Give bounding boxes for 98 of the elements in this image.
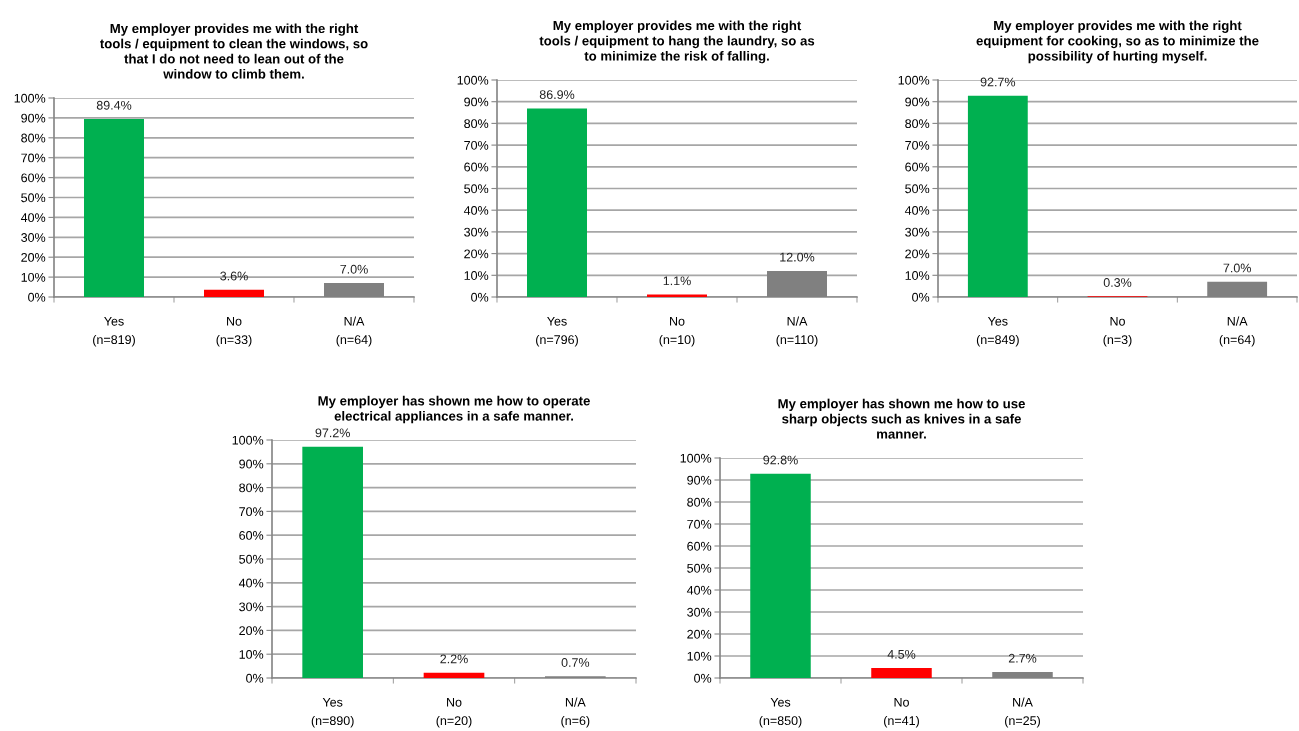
chart-title: My employer provides me with the right tools / equipment to hang the laundry, so as to minimize the risk of falling. <box>539 20 815 64</box>
y-tick-label: 30% <box>464 227 489 237</box>
y-tick-label: 50% <box>21 193 46 203</box>
y-tick-label: 90% <box>905 97 930 107</box>
y-tick-label: 20% <box>464 249 489 259</box>
chart-title: My employer provides me with the right equipment for cooking, so as to minimize the possibility of hurting myself. <box>976 20 1259 64</box>
y-tick-label: 90% <box>21 113 46 123</box>
data-label: 89.4% <box>96 100 132 110</box>
y-tick-label: 10% <box>239 650 264 659</box>
y-tick-label: 40% <box>20 213 46 223</box>
bar <box>84 119 144 297</box>
y-tick-label: 70% <box>239 507 264 517</box>
y-tick-label: 20% <box>687 629 712 639</box>
data-label: 86.9% <box>539 90 575 100</box>
y-tick-label: 40% <box>463 206 489 215</box>
y-tick-label: 50% <box>905 184 930 194</box>
y-tick-label: 100% <box>14 93 46 103</box>
y-tick-label: 70% <box>21 153 46 163</box>
y-tick-label: 70% <box>905 140 930 150</box>
data-label: 1.1% <box>663 276 691 286</box>
data-label: 3.6% <box>220 271 248 281</box>
y-tick-label: 0% <box>28 292 46 302</box>
y-tick-label: 60% <box>21 173 46 183</box>
y-tick-label: 30% <box>21 233 46 242</box>
y-tick-label: 100% <box>457 75 489 85</box>
data-label: 92.8% <box>763 455 798 465</box>
bar <box>967 95 1028 297</box>
data-label: 7.0% <box>340 264 368 274</box>
x-tick-label: N/A (n=25) <box>1005 697 1040 728</box>
data-label: 0.3% <box>1103 278 1132 287</box>
y-tick-label: 40% <box>238 578 264 588</box>
y-tick-label: 70% <box>687 519 712 529</box>
y-tick-label: 80% <box>21 133 46 143</box>
bar <box>871 668 932 678</box>
y-tick-label: 0% <box>694 673 712 683</box>
x-tick-label: Yes (n=819) <box>93 316 135 347</box>
x-tick-label: No (n=10) <box>659 316 695 347</box>
x-tick-label: Yes (n=890) <box>311 697 354 728</box>
y-tick-label: 80% <box>239 483 264 493</box>
y-tick-label: 0% <box>912 292 930 302</box>
chart-title: My employer provides me with the right tools / equipment to clean the windows, so that I do not need to lean out of the window to climb them. <box>100 23 368 79</box>
data-label: 97.2% <box>315 428 350 438</box>
y-tick-label: 60% <box>464 162 489 172</box>
y-tick-label: 80% <box>905 119 930 129</box>
bar <box>302 446 363 678</box>
data-label: 92.7% <box>980 77 1016 87</box>
data-label: 12.0% <box>780 252 815 262</box>
y-tick-label: 20% <box>905 249 930 259</box>
y-tick-label: 60% <box>905 162 930 172</box>
x-tick-label: Yes (n=849) <box>976 316 1019 347</box>
y-tick-label: 50% <box>464 184 489 194</box>
y-tick-label: 40% <box>904 206 930 215</box>
bar <box>204 289 264 297</box>
y-tick-label: 80% <box>687 497 712 507</box>
y-tick-label: 10% <box>21 272 46 282</box>
y-tick-label: 40% <box>686 585 712 595</box>
y-tick-label: 10% <box>687 651 712 661</box>
x-tick-label: Yes (n=850) <box>759 697 802 728</box>
x-tick-label: N/A (n=64) <box>336 316 372 347</box>
data-label: 4.5% <box>887 649 916 659</box>
y-tick-label: 10% <box>464 271 489 280</box>
x-tick-label: No (n=41) <box>884 697 919 728</box>
data-label: 2.7% <box>1008 653 1037 663</box>
y-tick-label: 100% <box>680 453 712 463</box>
y-tick-label: 0% <box>246 673 264 683</box>
y-tick-label: 50% <box>687 563 712 573</box>
y-tick-label: 60% <box>687 541 712 551</box>
y-tick-label: 0% <box>471 292 489 302</box>
x-tick-label: No (n=20) <box>436 697 472 728</box>
y-tick-label: 20% <box>21 253 46 262</box>
data-label: 7.0% <box>1223 263 1251 273</box>
y-tick-label: 100% <box>898 75 930 85</box>
y-tick-label: 60% <box>239 531 264 540</box>
y-tick-label: 20% <box>239 626 264 636</box>
y-tick-label: 30% <box>687 607 712 617</box>
y-tick-label: 80% <box>464 119 489 129</box>
y-tick-label: 70% <box>464 140 489 150</box>
y-tick-label: 50% <box>239 554 264 564</box>
y-tick-label: 90% <box>239 459 264 469</box>
y-tick-label: 90% <box>464 97 489 107</box>
chart-title: My employer has shown me how to operate electrical appliances in a safe manner. <box>318 395 590 424</box>
y-tick-label: 10% <box>905 271 930 280</box>
bar <box>750 473 811 678</box>
data-label: 0.7% <box>561 658 590 667</box>
x-tick-label: N/A (n=64) <box>1219 316 1255 347</box>
y-tick-label: 90% <box>687 475 712 485</box>
x-tick-label: N/A (n=6) <box>561 697 590 728</box>
y-tick-label: 30% <box>905 227 930 237</box>
x-tick-label: Yes (n=796) <box>536 316 578 347</box>
bar <box>423 672 485 678</box>
x-tick-label: No (n=33) <box>216 316 252 347</box>
y-tick-label: 100% <box>232 435 264 445</box>
data-label: 2.2% <box>440 654 468 664</box>
chart-title: My employer has shown me how to use sharp objects such as knives in a safe manner. <box>778 398 1025 439</box>
x-tick-label: N/A (n=110) <box>776 316 818 347</box>
x-tick-label: No (n=3) <box>1103 316 1132 347</box>
y-tick-label: 30% <box>239 602 264 612</box>
bar <box>527 108 587 297</box>
